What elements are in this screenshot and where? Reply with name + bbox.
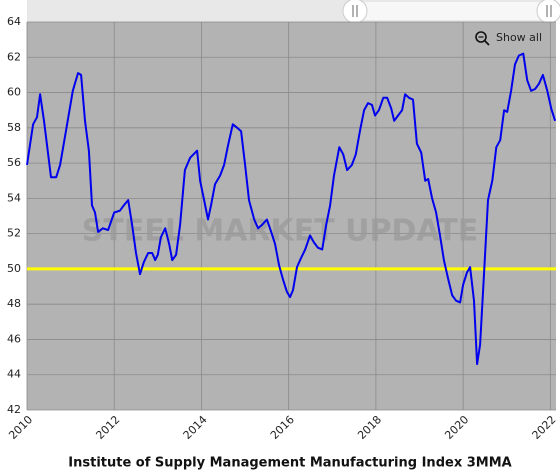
y-tick-label: 46: [7, 332, 21, 345]
y-tick-label: 54: [7, 191, 21, 204]
y-tick-label: 50: [7, 262, 21, 275]
x-tick-label: 2010: [6, 413, 35, 442]
y-tick-label: 62: [7, 50, 21, 63]
y-tick-label: 44: [7, 368, 21, 381]
plot-area: [27, 22, 556, 410]
y-tick-label: 60: [7, 86, 21, 99]
show-all-button[interactable]: Show all: [475, 31, 542, 46]
y-tick-label: 64: [7, 15, 21, 28]
x-tick-label: 2020: [442, 413, 471, 442]
show-all-label[interactable]: Show all: [496, 31, 542, 44]
navigator-handle[interactable]: [536, 0, 560, 24]
navigator-window[interactable]: [355, 2, 549, 20]
chart-title: Institute of Supply Management Manufactu…: [68, 456, 511, 471]
x-tick-label: 2018: [355, 413, 384, 442]
y-tick-label: 42: [7, 403, 21, 416]
watermark: STEEL MARKET UPDATE: [82, 214, 479, 249]
navigator-handle[interactable]: [342, 0, 368, 24]
x-tick-label: 2012: [93, 413, 122, 442]
y-tick-label: 48: [7, 297, 21, 310]
data-line: [26, 52, 557, 366]
y-tick-label: 58: [7, 121, 21, 134]
y-tick-label: 56: [7, 156, 21, 169]
y-tick-label: 52: [7, 227, 21, 240]
x-tick-label: 2014: [181, 413, 210, 442]
x-tick-label: 2022: [530, 413, 559, 442]
x-tick-label: 2016: [268, 413, 297, 442]
